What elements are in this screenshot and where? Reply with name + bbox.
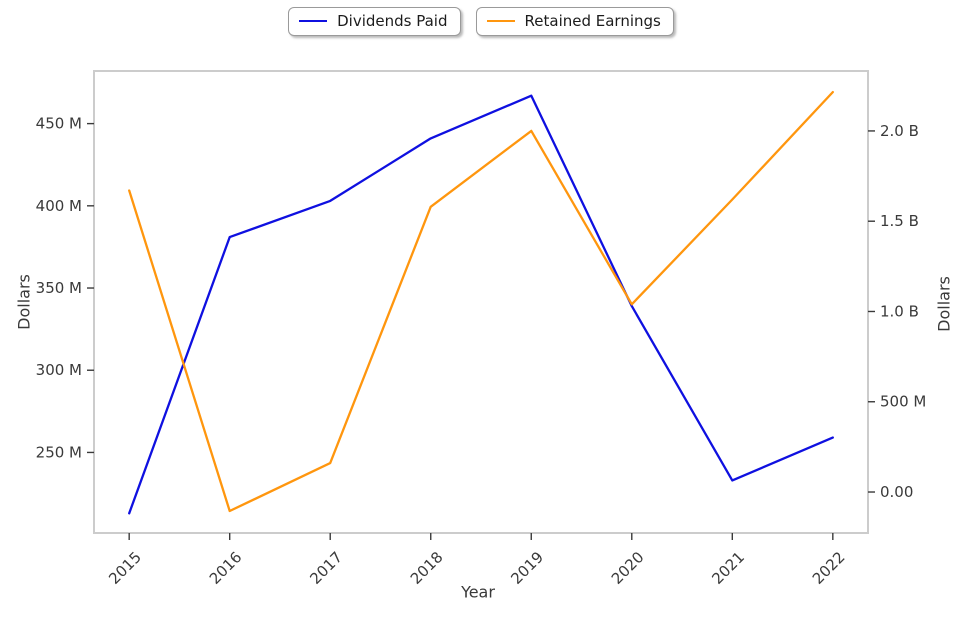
x-tick-label: 2022: [809, 548, 849, 588]
x-tick-label: 2018: [407, 548, 447, 588]
y-right-tick-label: 1.0 B: [880, 302, 919, 320]
legend-line-swatch-dividends: [299, 19, 328, 23]
plot-border: [93, 70, 869, 534]
series-line-retained-earnings: [128, 90, 834, 513]
y-left-tick-label: 400 M: [36, 197, 82, 215]
x-tick-label: 2020: [608, 548, 648, 588]
y-left-tick-label: 250 M: [36, 443, 82, 461]
legend-label-retained: Retained Earnings: [524, 12, 661, 30]
y-left-tick-label: 450 M: [36, 115, 82, 133]
legend-item-dividends-paid: Dividends Paid: [288, 7, 461, 36]
legend-item-retained-earnings: Retained Earnings: [475, 7, 674, 36]
x-tick-label: 2016: [206, 548, 246, 588]
x-axis-label: Year: [461, 582, 495, 602]
y-axis-label-right: Dollars: [934, 276, 954, 332]
y-right-tick-label: 1.5 B: [880, 212, 919, 230]
series-line-dividends-paid: [128, 94, 834, 515]
y-left-tick-label: 300 M: [36, 361, 82, 379]
x-tick-label: 2021: [708, 548, 748, 588]
x-tick-label: 2019: [507, 548, 547, 588]
y-right-tick-label: 500 M: [880, 393, 926, 411]
legend-label-dividends: Dividends Paid: [337, 12, 448, 30]
legend: Dividends Paid Retained Earnings: [0, 7, 962, 36]
y-axis-label-left: Dollars: [14, 274, 34, 330]
legend-line-swatch-retained: [486, 19, 515, 23]
y-right-tick-label: 2.0 B: [880, 122, 919, 140]
x-tick-label: 2015: [105, 548, 145, 588]
y-right-tick-label: 0.00: [880, 483, 913, 501]
x-tick-label: 2017: [306, 548, 346, 588]
y-left-tick-label: 350 M: [36, 279, 82, 297]
